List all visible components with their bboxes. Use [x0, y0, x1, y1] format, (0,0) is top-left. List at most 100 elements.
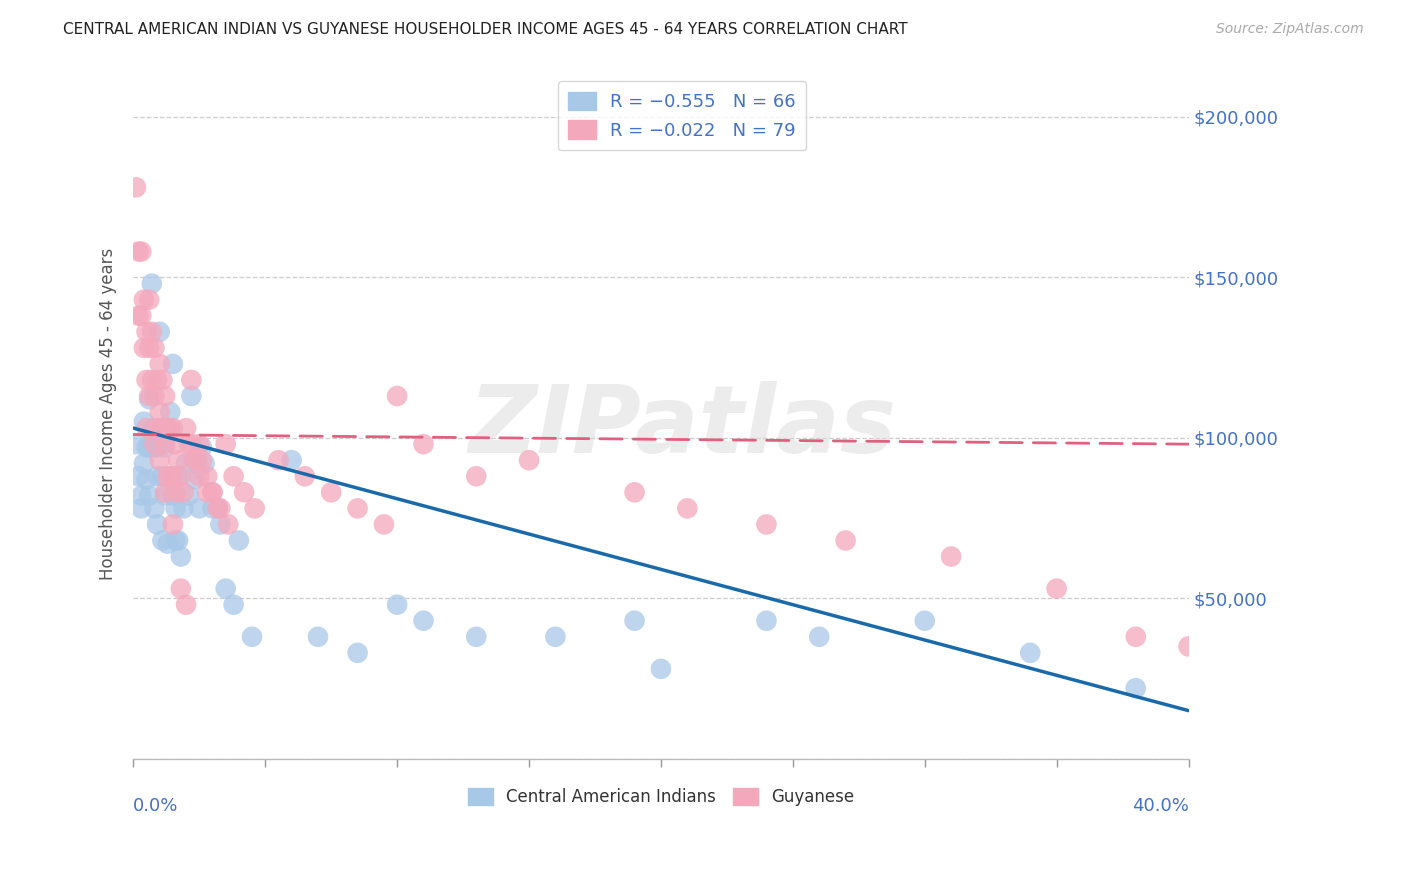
Point — [149, 425, 172, 439]
Point — [135, 325, 157, 339]
Point — [188, 501, 211, 516]
Point — [188, 437, 211, 451]
Point — [165, 437, 187, 451]
Point — [412, 614, 434, 628]
Point — [172, 485, 194, 500]
Point — [385, 389, 408, 403]
Point — [141, 277, 163, 291]
Point — [177, 437, 200, 451]
Point — [159, 469, 181, 483]
Point — [180, 389, 202, 403]
Point — [138, 441, 160, 455]
Point — [222, 469, 245, 483]
Point — [146, 441, 169, 455]
Point — [1125, 630, 1147, 644]
Point — [180, 373, 202, 387]
Point — [132, 457, 155, 471]
Point — [162, 489, 184, 503]
Point — [207, 501, 229, 516]
Point — [159, 405, 181, 419]
Point — [233, 485, 256, 500]
Point — [174, 598, 197, 612]
Point — [170, 549, 193, 564]
Point — [153, 485, 176, 500]
Point — [623, 614, 645, 628]
Point — [138, 293, 160, 307]
Point — [149, 325, 172, 339]
Point — [143, 341, 166, 355]
Point — [183, 453, 205, 467]
Point — [135, 421, 157, 435]
Point — [170, 582, 193, 596]
Point — [517, 453, 540, 467]
Point — [180, 437, 202, 451]
Point — [217, 517, 239, 532]
Point — [149, 405, 172, 419]
Point — [150, 533, 173, 548]
Point — [153, 437, 176, 451]
Point — [1125, 681, 1147, 695]
Point — [135, 373, 157, 387]
Point — [162, 357, 184, 371]
Point — [150, 469, 173, 483]
Point — [167, 533, 190, 548]
Text: ZIPatlas: ZIPatlas — [468, 382, 896, 474]
Point — [228, 533, 250, 548]
Point — [186, 453, 208, 467]
Point — [162, 421, 184, 435]
Point — [149, 453, 172, 467]
Point — [755, 517, 778, 532]
Point — [146, 469, 169, 483]
Point — [1019, 646, 1042, 660]
Point — [280, 453, 302, 467]
Point — [143, 421, 166, 435]
Point — [188, 469, 211, 483]
Point — [167, 469, 190, 483]
Point — [162, 517, 184, 532]
Point — [165, 533, 187, 548]
Point — [138, 392, 160, 407]
Point — [193, 457, 215, 471]
Point — [195, 469, 218, 483]
Point — [143, 441, 166, 455]
Point — [914, 614, 936, 628]
Point — [129, 244, 152, 259]
Point — [138, 489, 160, 503]
Legend: Central American Indians, Guyanese: Central American Indians, Guyanese — [461, 781, 860, 813]
Point — [544, 630, 567, 644]
Point — [138, 341, 160, 355]
Point — [321, 485, 343, 500]
Point — [153, 489, 176, 503]
Point — [183, 473, 205, 487]
Point — [153, 389, 176, 403]
Point — [214, 582, 236, 596]
Point — [129, 309, 152, 323]
Point — [808, 630, 831, 644]
Point — [159, 421, 181, 435]
Point — [240, 630, 263, 644]
Point — [201, 485, 224, 500]
Point — [346, 646, 368, 660]
Point — [162, 469, 184, 483]
Point — [128, 309, 150, 323]
Point — [209, 501, 232, 516]
Point — [294, 469, 316, 483]
Point — [191, 441, 214, 455]
Point — [939, 549, 962, 564]
Point — [149, 357, 172, 371]
Point — [214, 437, 236, 451]
Point — [307, 630, 329, 644]
Y-axis label: Householder Income Ages 45 - 64 years: Householder Income Ages 45 - 64 years — [100, 247, 117, 580]
Point — [165, 501, 187, 516]
Point — [650, 662, 672, 676]
Point — [129, 489, 152, 503]
Point — [209, 517, 232, 532]
Point — [141, 325, 163, 339]
Point — [834, 533, 856, 548]
Point — [150, 421, 173, 435]
Point — [143, 501, 166, 516]
Point — [177, 489, 200, 503]
Point — [153, 441, 176, 455]
Point — [129, 501, 152, 516]
Point — [186, 457, 208, 471]
